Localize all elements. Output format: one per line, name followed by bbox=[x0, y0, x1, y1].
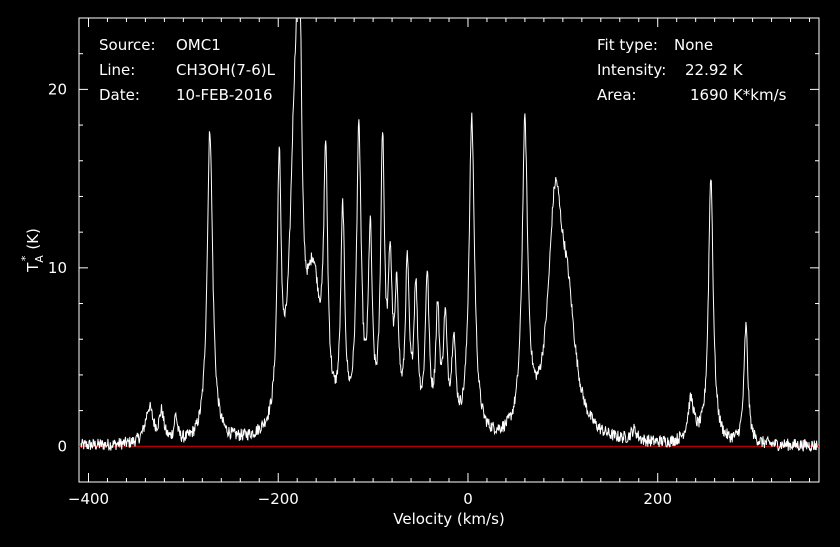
header-value-source: OMC1 bbox=[176, 36, 221, 54]
y-axis-label-main: T bbox=[24, 262, 42, 273]
y-axis-label: TA* (K) bbox=[19, 228, 46, 273]
x-tick-label: 200 bbox=[643, 490, 672, 508]
header-value-area: 1690 K*km/s bbox=[690, 86, 787, 104]
header-key-source: Source: bbox=[99, 36, 156, 54]
header-key-line: Line: bbox=[99, 61, 135, 79]
y-axis-label-unit: (K) bbox=[24, 228, 42, 250]
x-axis-label: Velocity (km/s) bbox=[393, 510, 504, 528]
y-axis-label-sub: A bbox=[33, 255, 46, 263]
header-right: Fit type: None Intensity: 22.92 K Area: … bbox=[597, 36, 787, 104]
y-axis-label-sup: * bbox=[19, 255, 32, 261]
header-value-intensity: 22.92 K bbox=[685, 61, 744, 79]
y-tick-label: 20 bbox=[48, 80, 67, 98]
x-tick-label: −400 bbox=[68, 490, 109, 508]
x-tick-label: 0 bbox=[463, 490, 473, 508]
header-key-intensity: Intensity: bbox=[597, 61, 666, 79]
header-value-fit-type: None bbox=[674, 36, 713, 54]
header-key-date: Date: bbox=[99, 86, 140, 104]
header-key-area: Area: bbox=[597, 86, 637, 104]
x-tick-label: −200 bbox=[258, 490, 299, 508]
header-value-line: CH3OH(7-6)L bbox=[176, 61, 276, 79]
spectrum-line bbox=[80, 17, 818, 453]
svg-text:TA*(K): TA* (K) bbox=[19, 228, 46, 273]
y-tick-label: 0 bbox=[57, 437, 67, 455]
y-tick-label: 10 bbox=[48, 259, 67, 277]
axis-ticks: −400 −200 0 200 0 10 20 bbox=[48, 17, 819, 508]
header-value-date: 10-FEB-2016 bbox=[176, 86, 272, 104]
header-key-fit-type: Fit type: bbox=[597, 36, 658, 54]
header-left: Source: OMC1 Line: CH3OH(7-6)L Date: 10-… bbox=[99, 36, 276, 104]
